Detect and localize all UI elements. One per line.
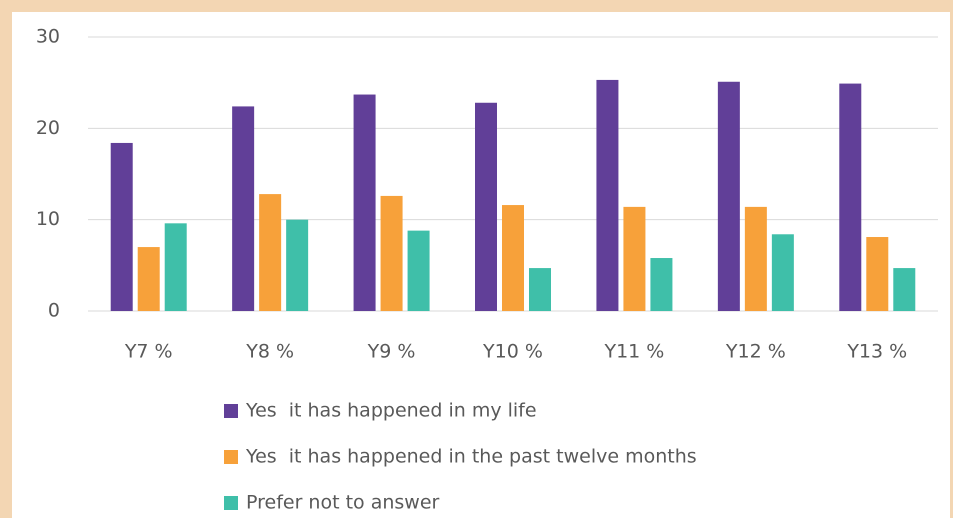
y-tick-label: 0 (48, 300, 60, 322)
bar (529, 268, 551, 311)
bar (110, 142, 133, 311)
x-tick-label: Y11 % (603, 341, 664, 363)
legend-label: Yes it has happened in my life (245, 400, 537, 422)
y-tick-label: 10 (36, 208, 60, 230)
bar (866, 237, 889, 311)
legend-swatch (224, 404, 238, 418)
legend-label: Yes it has happened in the past twelve m… (245, 446, 697, 468)
y-tick-label: 20 (36, 117, 60, 139)
bar (839, 83, 862, 311)
bar (502, 205, 524, 311)
bar (893, 268, 916, 311)
bar (232, 106, 255, 311)
bar (407, 230, 430, 311)
legend-swatch (224, 496, 238, 510)
bar (596, 79, 619, 311)
bar (744, 206, 767, 311)
bar (623, 206, 646, 311)
bar (380, 195, 403, 311)
bar (717, 81, 740, 312)
legend-swatch (224, 450, 238, 464)
bar (164, 223, 187, 311)
bar (475, 102, 497, 311)
bar (259, 194, 282, 311)
x-tick-label: Y10 % (482, 341, 543, 363)
x-tick-label: Y12 % (725, 341, 786, 363)
legend-label: Prefer not to answer (246, 492, 440, 514)
x-tick-label: Y13 % (846, 341, 907, 363)
bar (137, 247, 160, 311)
bar (286, 219, 309, 311)
x-tick-label: Y8 % (245, 341, 294, 363)
y-tick-label: 30 (36, 26, 60, 48)
bar (353, 94, 376, 311)
bar (771, 234, 794, 311)
bar (650, 258, 673, 311)
x-tick-label: Y7 % (124, 341, 173, 363)
x-tick-label: Y9 % (367, 341, 416, 363)
